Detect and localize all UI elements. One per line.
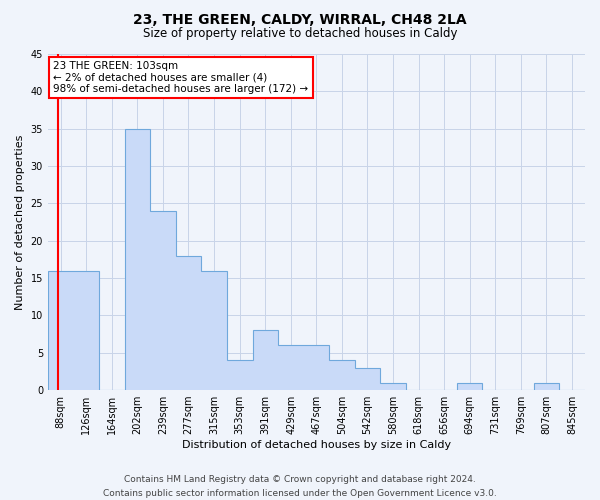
Text: 23, THE GREEN, CALDY, WIRRAL, CH48 2LA: 23, THE GREEN, CALDY, WIRRAL, CH48 2LA bbox=[133, 12, 467, 26]
Y-axis label: Number of detached properties: Number of detached properties bbox=[15, 134, 25, 310]
Text: 23 THE GREEN: 103sqm
← 2% of detached houses are smaller (4)
98% of semi-detache: 23 THE GREEN: 103sqm ← 2% of detached ho… bbox=[53, 60, 308, 94]
X-axis label: Distribution of detached houses by size in Caldy: Distribution of detached houses by size … bbox=[182, 440, 451, 450]
Text: Size of property relative to detached houses in Caldy: Size of property relative to detached ho… bbox=[143, 28, 457, 40]
Text: Contains HM Land Registry data © Crown copyright and database right 2024.
Contai: Contains HM Land Registry data © Crown c… bbox=[103, 476, 497, 498]
